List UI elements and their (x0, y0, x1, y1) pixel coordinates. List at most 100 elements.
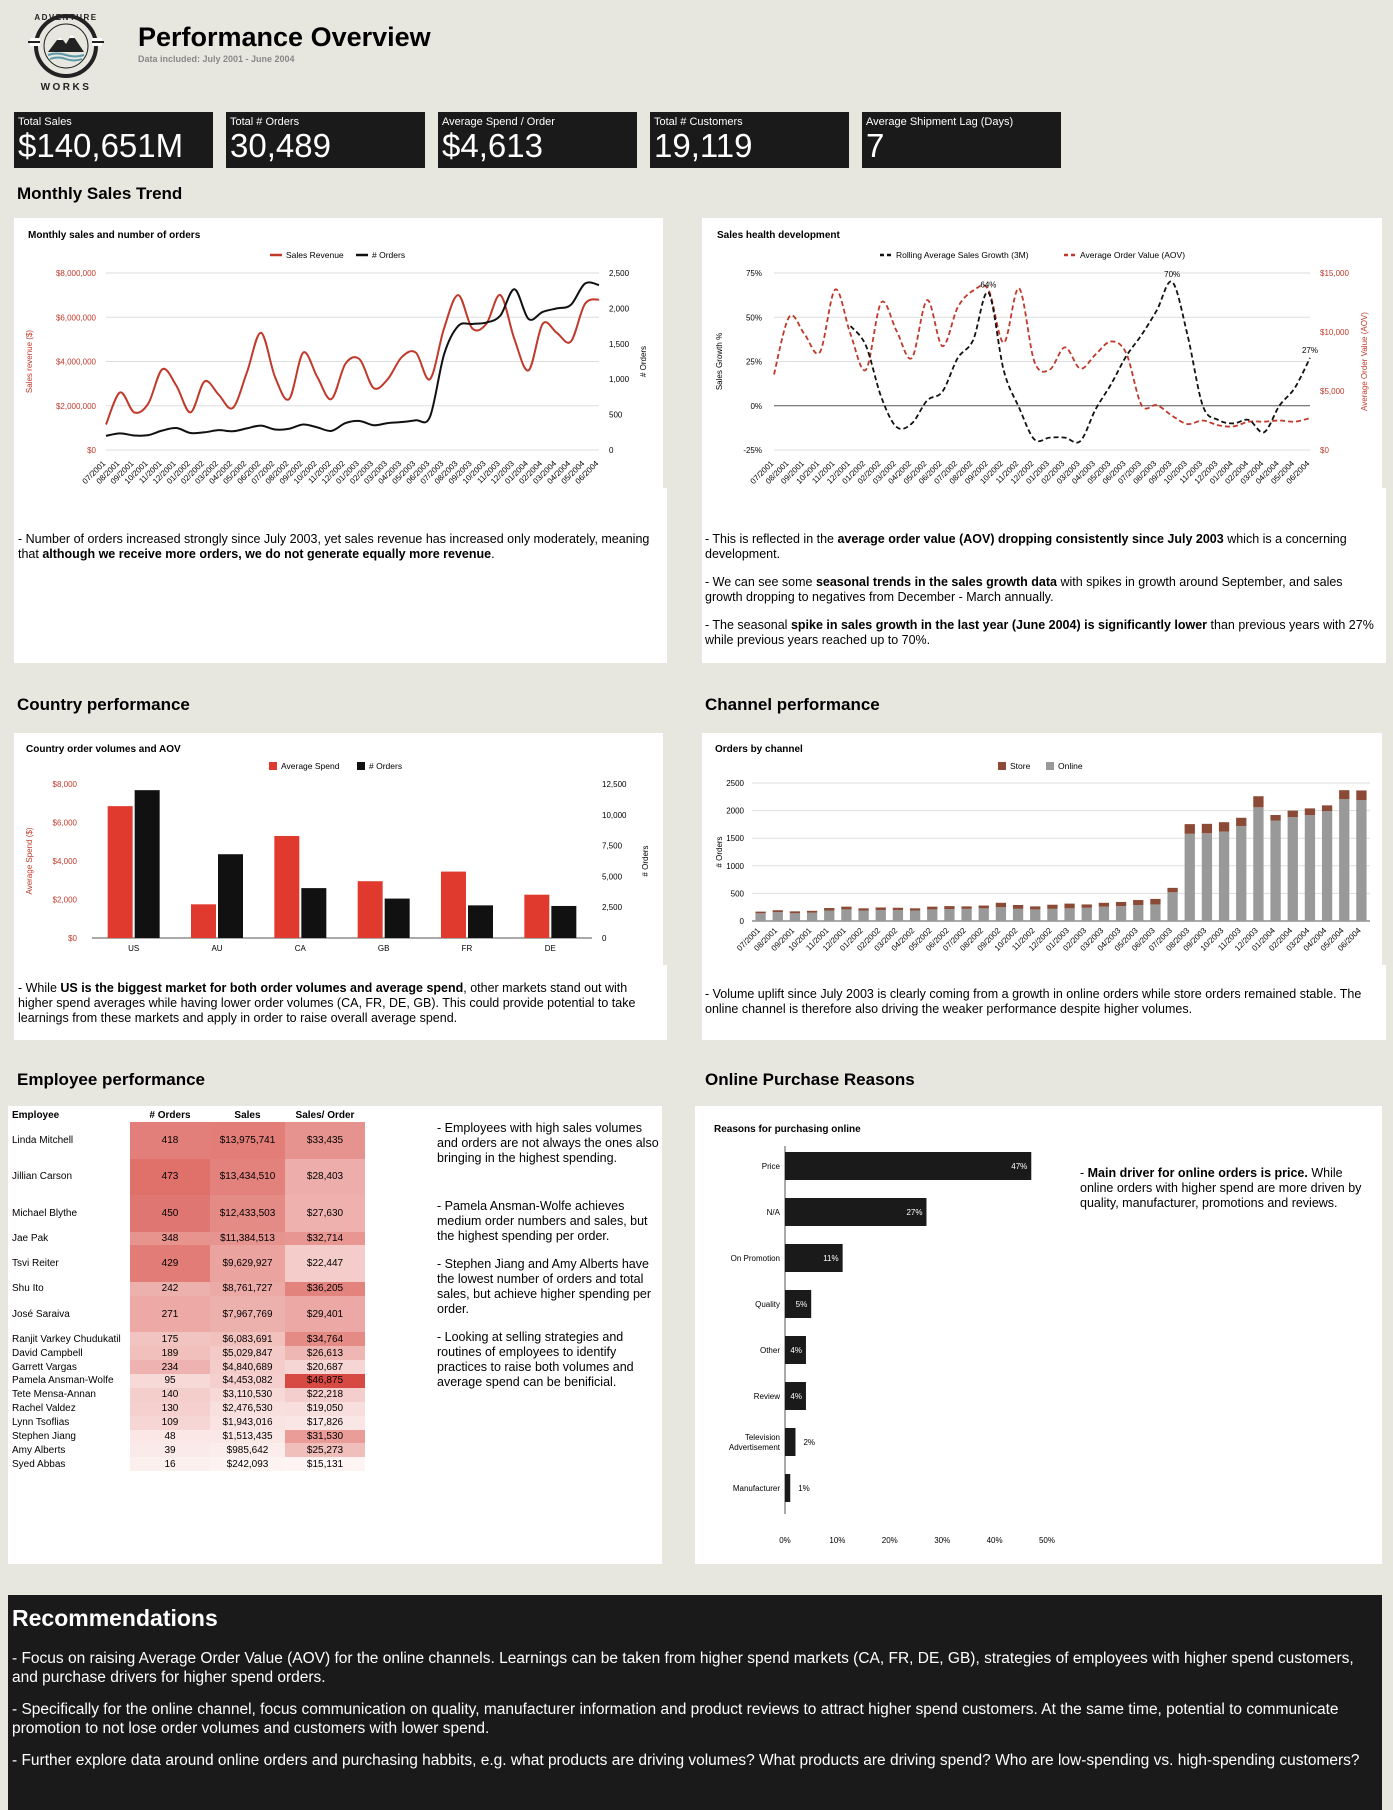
online-bar (772, 912, 783, 921)
reason-bar (785, 1428, 796, 1456)
table-cell: $8,761,727 (210, 1281, 285, 1296)
store-bar (1236, 817, 1247, 827)
y-tick-label: 0% (750, 402, 762, 411)
store-bar (961, 906, 972, 909)
recommendation-item: - Further explore data around online ord… (12, 1752, 1360, 1769)
note-text-part: - Looking at selling strategies and rout… (437, 1330, 634, 1389)
y2-tick-label: 0 (609, 446, 614, 455)
store-bar (1304, 808, 1316, 816)
y-tick-label: $4,000 (53, 857, 78, 866)
y-tick-label: $6,000 (53, 819, 78, 828)
online-bar (1201, 833, 1213, 921)
sales-revenue-line (105, 294, 600, 425)
recommendation-item: - Specifically for the online channel, f… (12, 1701, 1339, 1737)
page-title: Performance Overview (138, 22, 431, 52)
country-chart: $8,000 $6,000 $4,000 $2,000 $0 12,500 10,000 7,… (25, 761, 650, 953)
y2-axis-label: Average Order Value (AOV) (1360, 312, 1369, 411)
average-spend-bar (191, 904, 216, 938)
online-bar (1064, 908, 1075, 921)
note-emphasis: although we receive more orders, we do n… (42, 547, 492, 561)
reason-bar (785, 1198, 927, 1226)
note-text-part: While online orders with higher spend ar… (1080, 1166, 1362, 1210)
data-label: 1% (798, 1484, 810, 1493)
table-row: Linda Mitchell 418 $13,975,741 $33,435 (10, 1122, 365, 1159)
channel-note: - Volume uplift since July 2003 is clear… (702, 965, 1386, 1040)
health-chart-panel: Sales health development 75% 50% 25% 0% -25%… (702, 218, 1382, 488)
table-cell: 429 (130, 1245, 210, 1282)
online-bar (1270, 820, 1281, 921)
table-cell: Shu Ito (10, 1281, 130, 1296)
store-bar (978, 905, 989, 909)
table-cell: Syed Abbas (10, 1457, 130, 1472)
data-label: 2% (803, 1438, 815, 1447)
table-cell: $4,840,689 (210, 1360, 285, 1374)
table-cell: $11,384,513 (210, 1231, 285, 1246)
y2-tick-label: 7,500 (602, 842, 623, 851)
data-label: 27% (906, 1208, 922, 1217)
online-bar (1081, 907, 1092, 921)
recommendations-title: Recommendations (12, 1605, 218, 1631)
kpi-total-sales: Total Sales $140,651M (14, 112, 213, 168)
note-paragraph: - We can see some seasonal trends in the… (705, 575, 1383, 605)
table-cell: $32,714 (285, 1231, 365, 1246)
y-tick-label: 2500 (726, 779, 744, 788)
country-chart-panel: Country order volumes and AOV $8,000 $6,0… (14, 733, 663, 965)
table-row: Jillian Carson 473 $13,434,510 $28,403 (10, 1158, 365, 1195)
note-text-part: - (1080, 1166, 1088, 1180)
y-tick-label: 75% (746, 269, 762, 278)
table-cell: 234 (130, 1360, 210, 1374)
x-tick-label: 50% (1039, 1536, 1055, 1545)
svg-text:WORKS: WORKS (41, 82, 92, 92)
adventure-works-logo: ADVENTURE WORKS (28, 13, 104, 92)
table-cell: Jae Pak (10, 1231, 130, 1246)
table-cell: Rachel Valdez (10, 1401, 130, 1416)
y2-tick-label: 10,000 (602, 811, 627, 820)
table-row: Syed Abbas 16 $242,093 $15,131 (10, 1457, 365, 1472)
store-bar (892, 907, 904, 910)
legend-label: Sales Revenue (286, 250, 344, 260)
y-tick-label: $6,000,000 (56, 313, 97, 322)
online-bar (1012, 908, 1024, 921)
x-tick-label: CA (295, 944, 307, 953)
table-cell: $1,513,435 (210, 1429, 285, 1444)
online-bar (1339, 799, 1350, 921)
online-bar (961, 908, 972, 921)
store-bar (1270, 815, 1281, 821)
y2-tick-label: 12,500 (602, 780, 627, 789)
table-cell: Tete Mensa-Annan (10, 1387, 130, 1402)
note-paragraph: - Employees with high sales volumes and … (437, 1121, 662, 1166)
chart-title: Orders by channel (715, 744, 803, 755)
online-bar (1115, 906, 1127, 921)
data-label: 64% (980, 280, 996, 289)
table-row: Shu Ito 242 $8,761,727 $36,205 (10, 1281, 365, 1296)
table-cell: $33,435 (285, 1122, 365, 1159)
y2-tick-label: 1,500 (609, 340, 630, 349)
section-country-title: Country performance (17, 695, 190, 714)
kpi-average-spend: Average Spend / Order $4,613 (438, 112, 637, 168)
y-tick-label: -25% (743, 446, 762, 455)
table-cell: Lynn Tsoflias (10, 1415, 130, 1430)
y2-tick-label: 500 (609, 411, 623, 420)
orders-bar (384, 898, 410, 938)
y-tick-label: 50% (746, 313, 762, 322)
store-bar (1133, 900, 1144, 905)
table-cell: Amy Alberts (10, 1443, 130, 1458)
average-spend-bar (274, 835, 300, 938)
store-bar (1339, 790, 1350, 800)
category-label: On Promotion (731, 1254, 780, 1263)
section-channel-title: Channel performance (705, 695, 880, 714)
monthly-sales-chart: $8,000,000 $6,000,000 $4,000,000 $2,000,000… (25, 250, 648, 486)
legend-label: # Orders (369, 761, 402, 771)
online-bar (1047, 908, 1058, 921)
online-bar (978, 908, 989, 921)
y-axis-label: # Orders (715, 836, 724, 867)
orders-bar (551, 905, 577, 938)
note-paragraph: - Volume uplift since July 2003 is clear… (705, 987, 1383, 1017)
kpi-label: Average Spend / Order (442, 116, 555, 128)
table-row: Amy Alberts 39 $985,642 $25,273 (10, 1443, 365, 1458)
average-spend-bar (107, 806, 133, 938)
section-online-title: Online Purchase Reasons (705, 1070, 915, 1089)
online-chart-panel: Reasons for purchasing online 0% 10% 20% 30… (695, 1106, 1382, 1564)
table-cell: 48 (130, 1429, 210, 1444)
